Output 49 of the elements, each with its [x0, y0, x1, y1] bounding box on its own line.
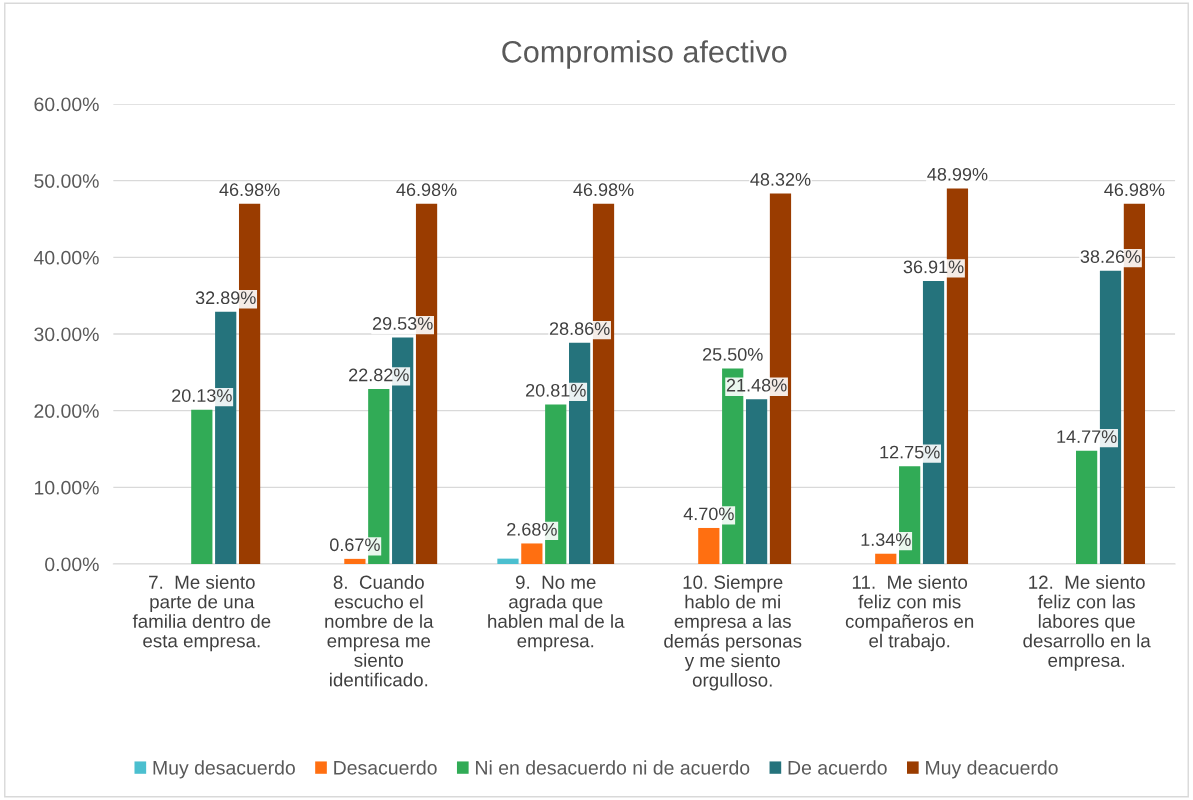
legend-label: Muy deacuerdo: [926, 760, 1058, 779]
data-label: 36.91%: [903, 260, 964, 274]
x-tick-label: 12. Me siento feliz con las labores que desarrollo en la empresa.: [1023, 575, 1151, 671]
data-label: 48.99%: [927, 167, 988, 181]
data-label: 14.77%: [1057, 430, 1117, 443]
bar: [875, 553, 897, 564]
legend-label: De acuerdo: [788, 760, 887, 775]
y-tick-label: 60.00%: [34, 97, 99, 112]
bar: [497, 558, 519, 564]
x-tick-label: 10. Siempre hablo de mi empresa a las demás personas y me siento orgulloso.: [664, 575, 802, 691]
data-label: 25.50%: [702, 347, 763, 361]
data-label: 38.26%: [1080, 250, 1141, 263]
chart-title: Compromiso afectivo: [502, 40, 787, 69]
data-label: 12.75%: [880, 445, 940, 459]
x-tick-label: 8. Cuando escucho el nombre de la empresa me siento identificado.: [325, 575, 434, 687]
data-label: 46.98%: [219, 183, 280, 197]
legend-label: Ni en desacuerdo ni de acuerdo: [476, 760, 750, 775]
data-label: 22.82%: [349, 368, 409, 382]
y-tick-label: 50.00%: [34, 174, 99, 188]
data-label: 20.81%: [526, 383, 586, 397]
y-tick-label: 40.00%: [33, 250, 99, 265]
bar: [1076, 450, 1098, 564]
x-tick-label: 11. Me siento feliz con mis compañeros en el trabajo.: [845, 575, 974, 652]
data-label: 29.53%: [372, 317, 433, 330]
data-label: 32.89%: [195, 291, 256, 305]
data-label: 46.98%: [396, 183, 457, 197]
bar: [191, 409, 213, 564]
bar: [745, 399, 768, 564]
x-tick-label: 9. No me agrada que hablen mal de la empresa.: [488, 575, 625, 652]
data-label: 20.13%: [172, 389, 232, 402]
bar: [521, 543, 543, 564]
y-tick-label: 30.00%: [34, 327, 99, 342]
data-label: 48.32%: [750, 173, 811, 186]
y-tick-label: 0.00%: [45, 557, 99, 572]
x-tick-label: 7. Me siento parte de una familia dentro de esta empresa.: [132, 575, 271, 652]
y-tick-label: 20.00%: [34, 404, 99, 418]
data-label: 21.48%: [726, 378, 787, 392]
data-label: 46.98%: [1104, 183, 1165, 197]
data-label: 46.98%: [573, 183, 634, 197]
data-label: 2.68%: [507, 522, 557, 536]
data-label: 1.34%: [861, 533, 911, 546]
data-label: 0.67%: [330, 538, 380, 552]
legend-label: Desacuerdo: [334, 760, 437, 775]
bar: [698, 527, 720, 564]
y-tick-label: 10.00%: [34, 480, 99, 495]
data-label: 28.86%: [549, 322, 610, 335]
bar: [344, 558, 366, 564]
data-label: 4.70%: [683, 507, 734, 521]
legend-label: Muy desacuerdo: [153, 760, 295, 779]
